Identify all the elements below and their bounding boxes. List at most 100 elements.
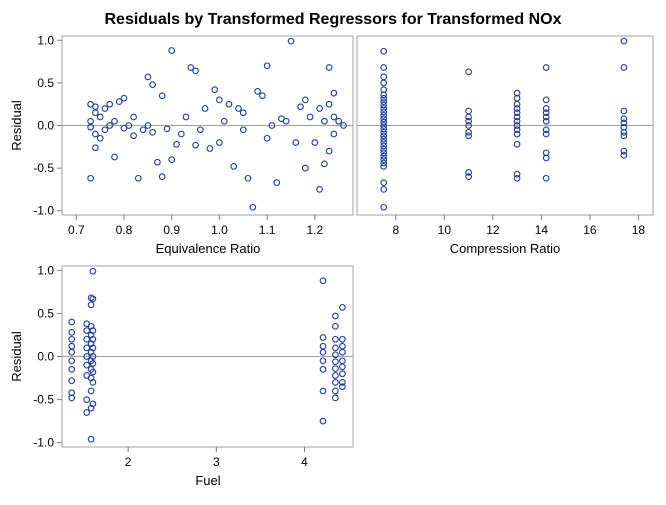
data-point xyxy=(87,340,95,347)
data-point xyxy=(177,130,185,138)
data-point xyxy=(163,125,171,133)
data-point xyxy=(111,117,118,125)
data-point xyxy=(332,312,339,320)
data-point xyxy=(87,348,95,356)
data-point xyxy=(513,170,521,178)
y-axis-label: Residual xyxy=(9,100,24,151)
data-point xyxy=(87,123,94,131)
data-point xyxy=(68,348,76,356)
data-point xyxy=(339,383,346,391)
data-point xyxy=(380,163,388,170)
y-tick-label: -0.5 xyxy=(33,393,54,407)
data-point xyxy=(319,417,327,425)
data-point xyxy=(87,404,95,412)
data-point xyxy=(332,372,339,379)
data-point xyxy=(620,115,628,123)
panel-equivalence: 0.7 0.8 0.9 1.0 1.1 1.2 -1.0 -0.5 0.0 0.5 1.0 Equiv… xyxy=(9,33,354,256)
data-point xyxy=(325,100,333,108)
data-point xyxy=(319,387,327,395)
data-point xyxy=(239,126,247,134)
data-point xyxy=(68,377,76,384)
data-point xyxy=(620,107,628,115)
data-point xyxy=(89,267,97,275)
data-point xyxy=(380,118,388,126)
y-axis-label: Residual xyxy=(9,331,24,382)
y-tick-label: 0.0 xyxy=(37,119,54,133)
data-point xyxy=(83,396,91,403)
data-point xyxy=(380,91,388,99)
data-point xyxy=(89,353,97,360)
data-point xyxy=(330,130,338,138)
data-point xyxy=(380,152,388,160)
data-point xyxy=(83,409,91,416)
x-tick-label: 0.7 xyxy=(68,223,85,237)
data-point xyxy=(268,122,276,129)
data-point xyxy=(339,348,346,356)
data-point xyxy=(620,64,628,71)
data-point xyxy=(182,113,190,121)
data-point xyxy=(332,351,339,359)
data-point xyxy=(311,139,319,146)
data-point xyxy=(89,327,97,334)
data-point xyxy=(542,64,550,71)
data-point xyxy=(316,186,323,193)
data-point xyxy=(149,81,156,88)
y-tick-label: 1.0 xyxy=(37,33,54,47)
data-point xyxy=(380,101,388,109)
y-tick-label: -1.0 xyxy=(33,436,54,450)
data-point xyxy=(319,277,327,285)
data-point xyxy=(542,96,550,104)
data-point xyxy=(319,348,327,356)
data-point xyxy=(513,105,521,112)
data-point xyxy=(332,322,339,330)
data-point xyxy=(340,122,347,129)
data-point xyxy=(125,122,133,129)
data-point xyxy=(273,179,281,186)
x-tick-label: 4 xyxy=(301,455,308,469)
data-point xyxy=(319,366,327,373)
y-tick-label: 0.5 xyxy=(37,76,54,90)
data-point xyxy=(542,126,550,134)
data-point xyxy=(211,86,219,94)
data-point xyxy=(120,94,128,102)
panel-compression: 8 10 12 14 16 18 Compression Ratio xyxy=(356,35,654,256)
data-point xyxy=(130,113,137,121)
data-point xyxy=(259,92,266,100)
data-point xyxy=(173,140,180,148)
data-point xyxy=(465,122,472,129)
data-point xyxy=(380,108,388,116)
data-point xyxy=(130,132,137,140)
data-point xyxy=(89,344,97,352)
data-point xyxy=(339,335,346,343)
data-point xyxy=(620,119,628,127)
data-point xyxy=(380,125,388,133)
data-point xyxy=(542,117,550,125)
data-point xyxy=(154,158,161,166)
data-point xyxy=(465,173,472,180)
data-point xyxy=(192,67,199,75)
data-point xyxy=(380,94,388,102)
data-point xyxy=(542,154,550,162)
data-point xyxy=(325,64,333,71)
data-point xyxy=(513,174,521,182)
data-point xyxy=(282,117,290,125)
data-point xyxy=(380,135,388,143)
data-point xyxy=(101,105,109,112)
data-point xyxy=(111,153,118,161)
data-point xyxy=(380,98,388,105)
data-point xyxy=(115,98,123,105)
y-tick-label: 0.0 xyxy=(37,350,54,364)
data-point xyxy=(542,174,550,182)
data-point xyxy=(83,361,91,369)
data-point xyxy=(620,151,628,159)
data-point xyxy=(83,335,91,343)
y-tick-label: -0.5 xyxy=(33,161,54,175)
data-point xyxy=(332,394,339,402)
data-point xyxy=(465,128,472,136)
data-point xyxy=(542,109,550,117)
data-point xyxy=(620,147,628,155)
figure-title: Residuals by Transformed Regressors for … xyxy=(104,11,561,28)
data-point xyxy=(89,368,97,376)
